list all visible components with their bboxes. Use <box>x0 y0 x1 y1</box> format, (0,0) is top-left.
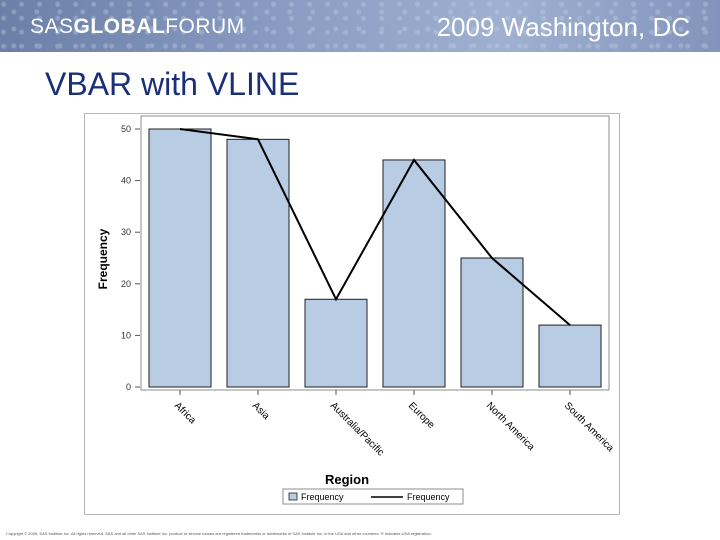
line-layer <box>179 128 571 326</box>
legend-bar-label: Frequency <box>301 492 344 502</box>
y-tick-label: 40 <box>121 176 131 186</box>
bar-europe <box>382 159 446 388</box>
bar-africa <box>148 128 212 388</box>
x-tick-label: North America <box>484 400 537 453</box>
bar-south-america <box>538 324 602 388</box>
legend-line-label: Frequency <box>407 492 450 502</box>
logo-global: GLOBAL <box>73 15 166 38</box>
copyright-notice: Copyright © 2009, SAS Institute Inc. All… <box>6 531 432 536</box>
plot-area <box>140 115 610 391</box>
x-tick-label: Asia <box>250 400 272 422</box>
bar-australia-pacific <box>304 298 368 388</box>
frequency-line <box>179 128 571 326</box>
bar-north-america <box>460 257 524 388</box>
x-tick-label: Europe <box>406 400 437 431</box>
x-axis: Africa Asia Australia/Pacific Europe North A… <box>172 390 616 458</box>
y-tick-label: 30 <box>121 227 131 237</box>
legend: Frequency Frequency <box>282 488 464 505</box>
y-tick-label: 0 <box>126 382 131 392</box>
banner-texture <box>0 0 720 52</box>
logo-sas: SAS <box>30 15 74 38</box>
y-tick-label: 20 <box>121 279 131 289</box>
frequency-chart: 0 10 20 30 40 50 Africa Asia Australia/Pacific E… <box>96 115 616 505</box>
x-tick-label: Africa <box>172 400 198 426</box>
slide-title: VBAR with VLINE <box>45 66 300 102</box>
x-tick-label: South America <box>562 400 616 454</box>
y-tick-label: 50 <box>121 124 131 134</box>
sas-global-forum-logo: SASGLOBALFORUM <box>30 15 245 39</box>
x-axis-title: Region <box>325 472 369 487</box>
chart-frame: 0 10 20 30 40 50 Africa Asia Australia/Pacific E… <box>84 113 620 515</box>
header-banner: SASGLOBALFORUM 2009 Washington, DC <box>0 0 720 52</box>
logo-forum: FORUM <box>165 15 245 38</box>
y-axis-title: Frequency <box>96 228 110 289</box>
y-axis: 0 10 20 30 40 50 <box>121 124 140 392</box>
x-tick-label: Australia/Pacific <box>328 400 386 458</box>
bar-asia <box>226 138 290 388</box>
event-title: 2009 Washington, DC <box>436 12 690 42</box>
legend-bar-swatch <box>288 492 298 501</box>
y-tick-label: 10 <box>121 330 131 340</box>
